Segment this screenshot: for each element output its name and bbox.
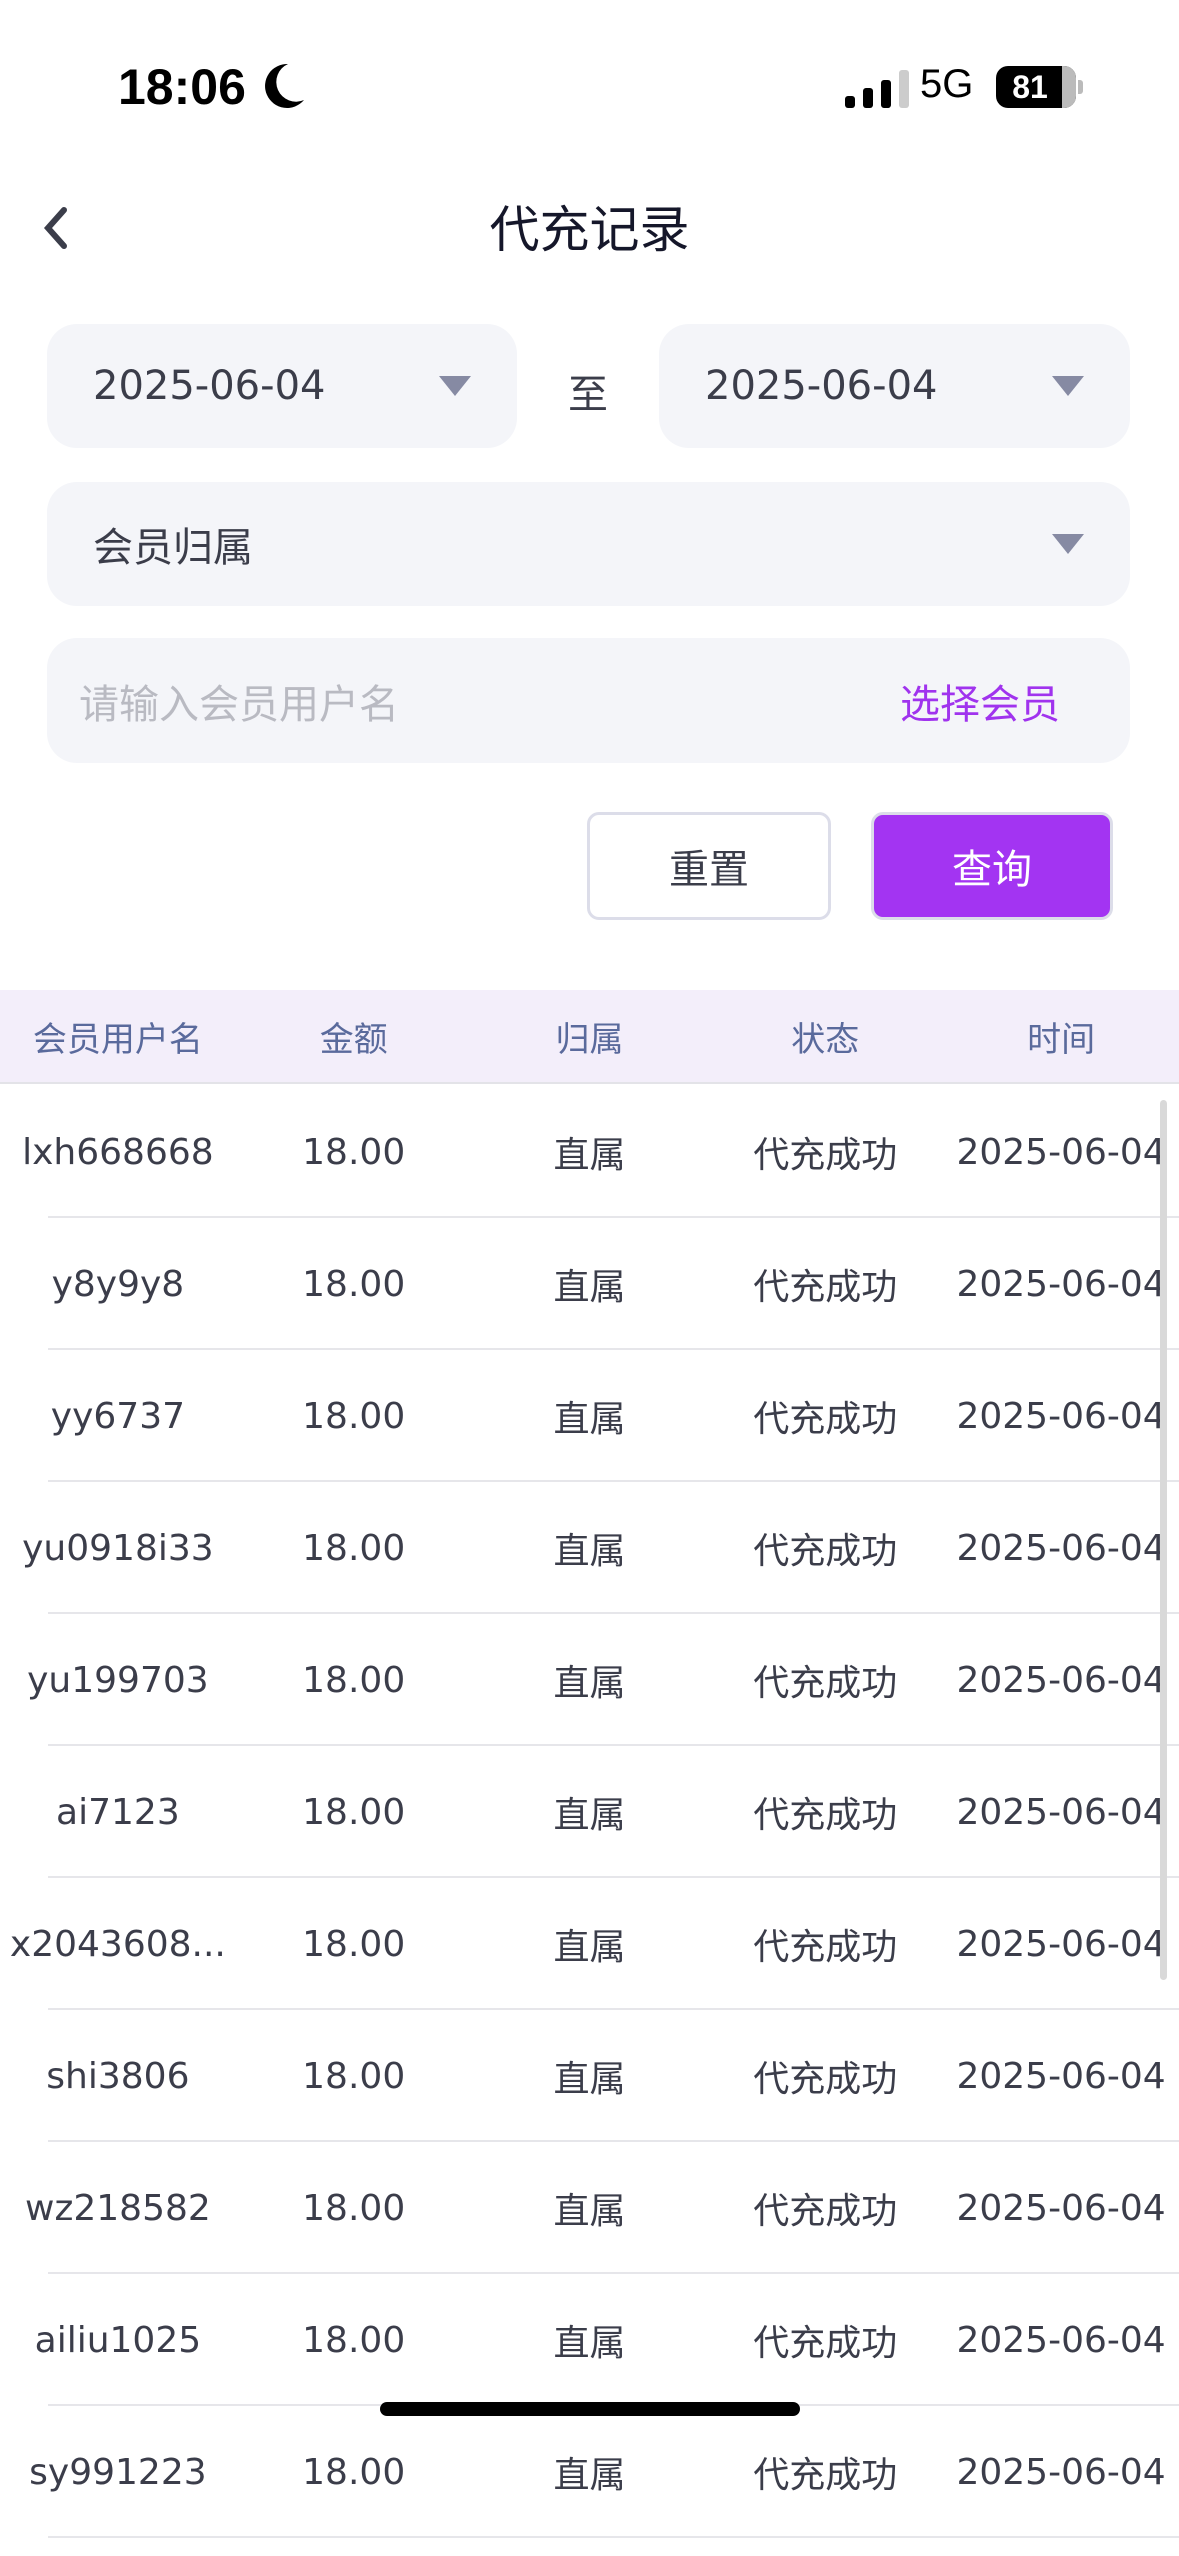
cell-time: 2025-06-04 [956, 1791, 1166, 1833]
cell-amount: 18.00 [302, 2187, 406, 2229]
table-row[interactable]: yu199703 18.00 直属 代充成功 2025-06-04 [0, 1614, 1179, 1746]
table-row[interactable]: x2043608... 18.00 直属 代充成功 2025-06-04 [0, 1878, 1179, 2010]
cell-username: yu199703 [27, 1659, 209, 1701]
cell-amount: 18.00 [302, 1527, 406, 1569]
member-belong-value: 会员归属 [93, 525, 253, 571]
cell-belong: 直属 [553, 1399, 626, 1440]
table-row[interactable]: wz218582 18.00 直属 代充成功 2025-06-04 [0, 2142, 1179, 2274]
cell-amount: 18.00 [302, 1263, 406, 1305]
date-range-separator: 至 [568, 372, 608, 418]
cell-status: 代充成功 [753, 2191, 898, 2232]
cell-time: 2025-06-04 [956, 1923, 1166, 1965]
table-row[interactable]: yy6737 18.00 直属 代充成功 2025-06-04 [0, 1350, 1179, 1482]
table-row[interactable]: lxh668668 18.00 直属 代充成功 2025-06-04 [0, 1086, 1179, 1218]
caret-down-icon [439, 376, 471, 396]
cell-amount: 18.00 [302, 1791, 406, 1833]
cell-time: 2025-06-04 [956, 2451, 1166, 2493]
table-row[interactable]: ailiu1025 18.00 直属 代充成功 2025-06-04 [0, 2274, 1179, 2406]
battery-level: 81 [1012, 69, 1048, 105]
cell-belong: 直属 [553, 1927, 626, 1968]
cell-belong: 直属 [553, 2455, 626, 2496]
cell-username: ai7123 [56, 1791, 180, 1833]
page-title: 代充记录 [489, 201, 690, 259]
header-amount: 金额 [319, 1019, 388, 1060]
cell-belong: 直属 [553, 1531, 626, 1572]
cell-username: yu0918i33 [22, 1527, 214, 1569]
cell-username: wz218582 [25, 2187, 211, 2229]
cell-status: 代充成功 [753, 1267, 898, 1308]
cell-status: 代充成功 [753, 2455, 898, 2496]
moon-icon [265, 63, 304, 108]
cell-username: sy991223 [29, 2451, 207, 2493]
cell-status: 代充成功 [753, 2323, 898, 2364]
header-time: 时间 [1027, 1019, 1096, 1060]
cell-belong: 直属 [553, 2191, 626, 2232]
cell-status: 代充成功 [753, 1135, 898, 1176]
start-date-picker[interactable]: 2025-06-04 [47, 324, 517, 448]
status-time: 18:06 [118, 59, 246, 115]
cell-time: 2025-06-04 [956, 1659, 1166, 1701]
query-button[interactable]: 查询 [871, 812, 1113, 920]
battery-icon: 81 [996, 66, 1076, 108]
cell-belong: 直属 [553, 1267, 626, 1308]
cell-amount: 18.00 [302, 2055, 406, 2097]
table-row[interactable]: yu0918i33 18.00 直属 代充成功 2025-06-04 [0, 1482, 1179, 1614]
cell-status: 代充成功 [753, 1531, 898, 1572]
table-row[interactable]: sy991223 18.00 直属 代充成功 2025-06-04 [0, 2406, 1179, 2538]
cell-time: 2025-06-04 [956, 1527, 1166, 1569]
cell-amount: 18.00 [302, 2451, 406, 2493]
caret-down-icon [1052, 534, 1084, 554]
home-indicator[interactable] [380, 2402, 800, 2416]
cell-username: ailiu1025 [34, 2319, 202, 2361]
member-username-input[interactable]: 请输入会员用户名 选择会员 [47, 638, 1130, 763]
cell-belong: 直属 [553, 1663, 626, 1704]
cell-status: 代充成功 [753, 1927, 898, 1968]
table-header: 会员用户名 金额 归属 状态 时间 [0, 990, 1179, 1084]
cell-belong: 直属 [553, 2059, 626, 2100]
cell-amount: 18.00 [302, 1659, 406, 1701]
caret-down-icon [1052, 376, 1084, 396]
reset-button[interactable]: 重置 [587, 812, 831, 920]
start-date-value: 2025-06-04 [93, 363, 326, 409]
cell-time: 2025-06-04 [956, 2055, 1166, 2097]
cell-status: 代充成功 [753, 1399, 898, 1440]
cell-username: yy6737 [50, 1395, 186, 1437]
table-row[interactable]: y8y9y8 18.00 直属 代充成功 2025-06-04 [0, 1218, 1179, 1350]
cell-status: 代充成功 [753, 1795, 898, 1836]
cell-status: 代充成功 [753, 2059, 898, 2100]
header-username: 会员用户名 [32, 1019, 203, 1060]
header-status: 状态 [791, 1019, 860, 1060]
cell-username: lxh668668 [22, 1131, 214, 1173]
cell-belong: 直属 [553, 2323, 626, 2364]
cell-amount: 18.00 [302, 1923, 406, 1965]
select-member-button[interactable]: 选择会员 [900, 681, 1060, 728]
member-username-placeholder: 请输入会员用户名 [79, 681, 399, 728]
cell-belong: 直属 [553, 1795, 626, 1836]
cell-time: 2025-06-04 [956, 2187, 1166, 2229]
battery-tip [1078, 80, 1083, 94]
scrollbar[interactable] [1160, 1100, 1167, 1980]
cell-time: 2025-06-04 [956, 1395, 1166, 1437]
cell-time: 2025-06-04 [956, 1263, 1166, 1305]
member-belong-select[interactable]: 会员归属 [47, 482, 1130, 606]
end-date-value: 2025-06-04 [705, 363, 938, 409]
cell-amount: 18.00 [302, 1131, 406, 1173]
signal-icon [845, 70, 909, 108]
cell-time: 2025-06-04 [956, 2319, 1166, 2361]
cell-belong: 直属 [553, 1135, 626, 1176]
cell-status: 代充成功 [753, 1663, 898, 1704]
chevron-left-icon[interactable] [40, 200, 80, 256]
cell-amount: 18.00 [302, 1395, 406, 1437]
cell-amount: 18.00 [302, 2319, 406, 2361]
cell-time: 2025-06-04 [956, 1131, 1166, 1173]
end-date-picker[interactable]: 2025-06-04 [659, 324, 1130, 448]
table-row[interactable]: shi3806 18.00 直属 代充成功 2025-06-04 [0, 2010, 1179, 2142]
cell-username: shi3806 [46, 2055, 190, 2097]
header-belong: 归属 [555, 1019, 624, 1060]
cell-username: x2043608... [9, 1923, 226, 1965]
table-row[interactable]: ai7123 18.00 直属 代充成功 2025-06-04 [0, 1746, 1179, 1878]
network-label: 5G [920, 62, 974, 106]
cell-username: y8y9y8 [51, 1263, 185, 1305]
